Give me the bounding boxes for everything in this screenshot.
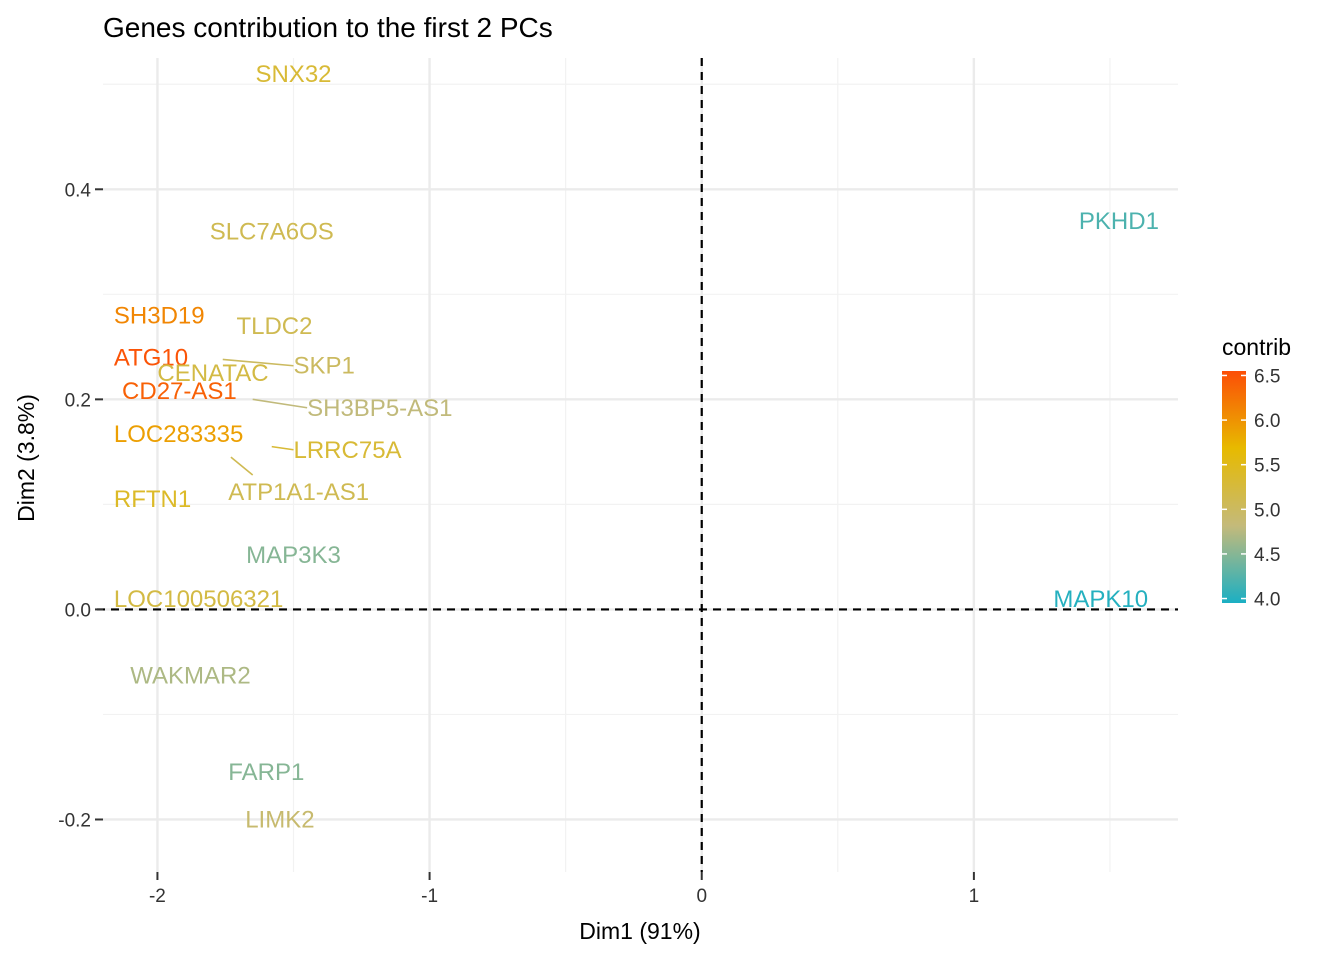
- x-tick-label: 0: [696, 886, 707, 907]
- legend-tick-label: 4.0: [1254, 590, 1280, 611]
- grid-lines: [103, 58, 1178, 872]
- legend-tick-label: 4.5: [1254, 545, 1280, 566]
- gene-label-mapk10: MAPK10: [1053, 586, 1148, 613]
- gene-label-atp1a1-as1: ATP1A1-AS1: [228, 479, 369, 506]
- x-axis-label: Dim1 (91%): [579, 918, 700, 944]
- gene-label-sh3d19: SH3D19: [114, 302, 205, 329]
- legend-tick-label: 6.0: [1254, 411, 1280, 432]
- x-tick-label: -2: [149, 886, 166, 907]
- connector-sh3bp5-as1: [252, 398, 308, 409]
- legend-title: contrib: [1222, 334, 1291, 360]
- y-tick-label: 0.0: [65, 600, 91, 621]
- gene-label-loc283335: LOC283335: [114, 421, 243, 448]
- gene-label-skp1: SKP1: [294, 353, 355, 380]
- y-tick-label: 0.2: [65, 390, 91, 411]
- gene-label-loc100506321: LOC100506321: [114, 586, 283, 613]
- legend-tick-label: 5.0: [1254, 500, 1280, 521]
- gene-label-snx32: SNX32: [255, 61, 331, 88]
- gene-label-pkhd1: PKHD1: [1079, 208, 1159, 235]
- y-axis-label: Dim2 (3.8%): [13, 394, 39, 522]
- gene-label-tldc2: TLDC2: [236, 313, 312, 340]
- gene-label-wakmar2: WAKMAR2: [130, 663, 250, 690]
- gene-label-map3k3: MAP3K3: [246, 542, 341, 569]
- y-tick-label: 0.4: [65, 180, 92, 201]
- gene-label-sh3bp5-as1: SH3BP5-AS1: [307, 395, 452, 422]
- x-axis: -2 -1 0 1: [149, 872, 979, 907]
- gene-label-atg10: ATG10: [114, 344, 188, 371]
- gene-labels: SNX32 SLC7A6OS PKHD1 SH3D19 TLDC2 ATG10CENATA…: [114, 61, 1159, 834]
- gene-label-cenatac: CENATAC: [157, 360, 268, 387]
- x-tick-label: -1: [421, 886, 438, 907]
- y-tick-label: -0.2: [58, 810, 91, 831]
- y-axis: -0.2 0.0 0.2 0.4: [58, 180, 103, 831]
- legend-tick-label: 6.5: [1254, 366, 1280, 387]
- gene-label-limk2: LIMK2: [245, 806, 314, 833]
- label-connectors: [222, 358, 308, 476]
- gene-label-slc7a6os: SLC7A6OS: [210, 218, 334, 245]
- connector-atp1a1-as1: [230, 456, 254, 476]
- gene-label-farp1: FARP1: [228, 759, 304, 786]
- legend-ticks: 4.0 4.5 5.0 5.5 6.0 6.5: [1222, 366, 1280, 611]
- x-tick-label: 1: [969, 886, 980, 907]
- chart-title: Genes contribution to the first 2 PCs: [103, 12, 553, 43]
- connector-skp1: [222, 358, 294, 367]
- connector-lrrc75a: [271, 445, 294, 451]
- reference-lines: [97, 58, 1178, 872]
- gene-label-rftn1: RFTN1: [114, 486, 191, 513]
- legend-tick-label: 5.5: [1254, 456, 1280, 477]
- gene-label-cd27-as1: CD27-AS1: [122, 378, 237, 405]
- legend: contrib 4.0 4.5 5.0 5.5 6.0 6.5: [1222, 334, 1291, 611]
- gene-label-lrrc75a: LRRC75A: [294, 437, 402, 464]
- legend-colorbar: [1222, 371, 1246, 603]
